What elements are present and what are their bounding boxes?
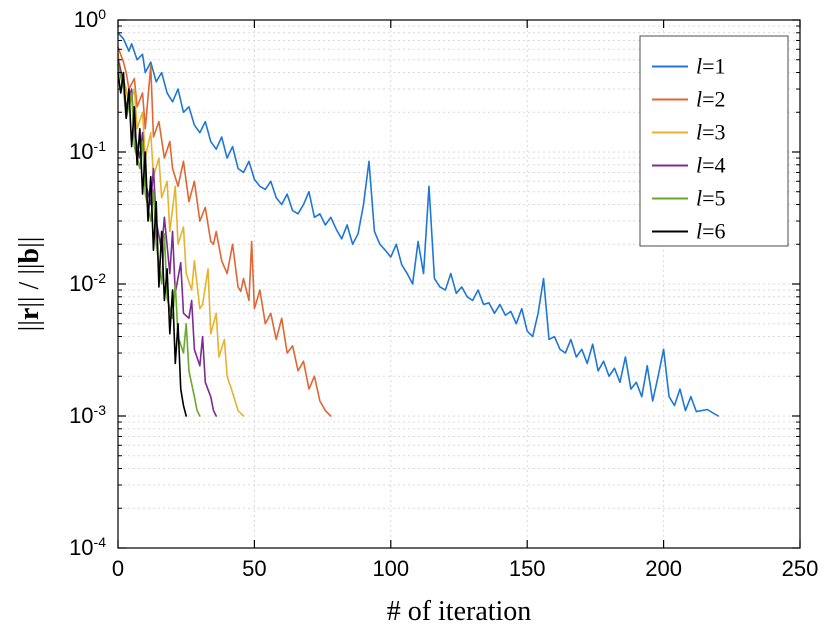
legend: l=1 l=2 l=3 l=4 l=5 l=6 bbox=[640, 36, 788, 246]
x-tick-label: 200 bbox=[645, 556, 682, 581]
x-tick-label: 0 bbox=[112, 556, 124, 581]
x-tick-label: 250 bbox=[782, 556, 819, 581]
legend-label: l=1 bbox=[696, 54, 726, 79]
convergence-chart: 05010015020025010-410-310-210-1100# of i… bbox=[0, 0, 827, 634]
chart-svg: 05010015020025010-410-310-210-1100# of i… bbox=[0, 0, 827, 634]
legend-label: l=6 bbox=[696, 219, 726, 244]
svg-text:||r|| / ||b||: ||r|| / ||b|| bbox=[14, 237, 45, 332]
x-tick-label: 150 bbox=[509, 556, 546, 581]
x-tick-label: 50 bbox=[242, 556, 266, 581]
y-axis-label: ||r|| / ||b|| bbox=[14, 237, 45, 332]
x-tick-label: 100 bbox=[372, 556, 409, 581]
x-axis-label: # of iteration bbox=[387, 596, 532, 627]
legend-label: l=4 bbox=[696, 153, 726, 178]
legend-label: l=5 bbox=[696, 186, 726, 211]
legend-label: l=3 bbox=[696, 120, 726, 145]
legend-label: l=2 bbox=[696, 87, 726, 112]
